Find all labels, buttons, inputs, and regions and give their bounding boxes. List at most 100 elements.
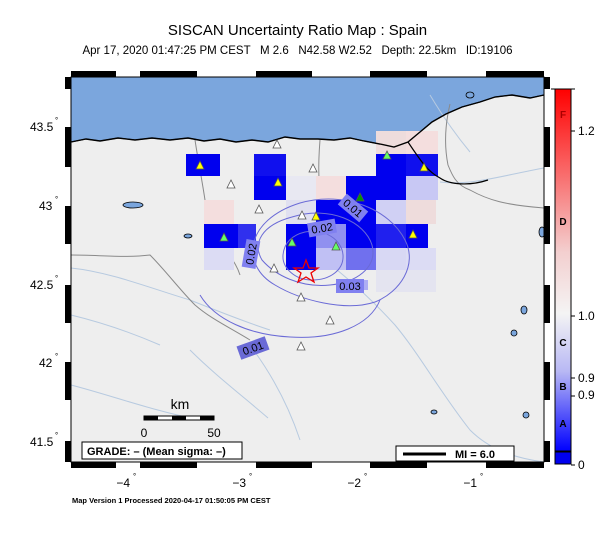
station-marker	[382, 150, 392, 160]
lon-label: −2	[347, 476, 361, 490]
scale-end: 50	[207, 426, 221, 440]
colorbar-letter: A	[559, 419, 566, 430]
mi-legend: MI = 6.0	[395, 445, 515, 462]
degree-mark: °	[364, 472, 367, 481]
station-marker	[311, 211, 321, 221]
colorbar-letter: C	[559, 338, 566, 349]
grid-cell	[406, 224, 428, 248]
lat-label: 42	[39, 356, 53, 370]
grid-cell	[254, 154, 286, 176]
degree-mark: °	[133, 472, 136, 481]
station-marker	[297, 210, 307, 220]
colorbar-letter: F	[560, 110, 566, 121]
lat-label: 41.5	[30, 435, 54, 449]
grade-text: GRADE: – (Mean sigma: –)	[87, 446, 226, 458]
colorbar-value: 0	[578, 458, 585, 472]
processing-footer: Map Version 1 Processed 2020-04-17 01:50…	[72, 496, 271, 505]
station-marker	[355, 192, 365, 202]
colorbar-letter: B	[559, 382, 566, 393]
event-subtitle: Apr 17, 2020 01:47:25 PM CEST M 2.6 N42.…	[0, 45, 595, 57]
degree-mark: °	[55, 352, 58, 361]
grid-cell	[316, 176, 346, 200]
contour-label: 0.02	[244, 243, 260, 266]
degree-mark: °	[249, 472, 252, 481]
station-marker	[219, 232, 229, 242]
event-datetime: Apr 17, 2020 01:47:25 PM CEST	[82, 45, 251, 57]
station-marker	[308, 163, 318, 173]
grid-cell	[406, 200, 436, 224]
station-marker	[287, 237, 297, 247]
event-magnitude: M 2.6	[259, 45, 289, 57]
grid-cell	[376, 131, 406, 154]
colorbar-gradient	[554, 88, 572, 452]
grid-cell	[376, 154, 406, 176]
station-marker	[296, 292, 306, 302]
lakes	[122, 91, 546, 419]
grid-cell	[406, 176, 438, 200]
degree-mark: °	[55, 195, 58, 204]
grid-cell	[204, 248, 234, 270]
lon-label: −4	[116, 476, 130, 490]
scale-bar: km 0 50	[141, 396, 221, 440]
contour-label: 0.03	[339, 281, 360, 293]
station-marker	[296, 341, 306, 351]
grid-cell	[406, 131, 438, 154]
degree-mark: °	[55, 431, 58, 440]
lat-label: 42.5	[30, 278, 54, 292]
contour-label: 0.02	[311, 221, 334, 237]
grid-cell	[204, 224, 238, 248]
colorbar: F D C B A 1.2 1.0 0.9 0.9 0	[551, 88, 595, 472]
map-title: SISCAN Uncertainty Ratio Map : Spain	[167, 22, 428, 39]
lon-label: −1	[463, 476, 477, 490]
grid-cell	[316, 248, 346, 270]
station-marker	[269, 263, 279, 273]
grid-cell	[406, 154, 438, 176]
grid-cell	[346, 248, 376, 270]
frame-ticks	[65, 71, 550, 468]
event-location: N42.58 W2.52	[298, 45, 372, 57]
grid-cell	[376, 176, 406, 200]
colorbar-letter: D	[559, 217, 566, 228]
grid-cell	[286, 248, 316, 270]
latitude-labels: 43.5 43 42.5 42 41.5 ° ° ° ° °	[30, 116, 58, 449]
degree-mark: °	[55, 274, 58, 283]
colorbar-min-swatch	[554, 451, 572, 465]
station-marker	[272, 139, 282, 149]
grid-cell	[254, 176, 286, 200]
grid-cell	[406, 248, 436, 270]
grid-cell	[204, 200, 234, 224]
lon-label: −3	[232, 476, 246, 490]
grid-cell	[286, 200, 316, 224]
degree-mark: °	[480, 472, 483, 481]
contour-labels: 0.01 0.02 0.03 0.02 0.01	[236, 193, 369, 360]
lat-label: 43	[39, 199, 53, 213]
degree-mark: °	[55, 116, 58, 125]
station-marker	[273, 177, 283, 187]
event-depth: Depth: 22.5km	[381, 45, 457, 57]
station-marker	[226, 179, 236, 189]
scale-unit: km	[171, 396, 190, 412]
grid-cell	[376, 200, 406, 224]
station-marker	[419, 162, 429, 172]
grid-cell	[376, 270, 406, 292]
colorbar-value: 0.9	[578, 388, 595, 402]
french-border	[407, 141, 489, 185]
mi-text: MI = 6.0	[455, 449, 495, 461]
station-marker	[331, 241, 341, 251]
colorbar-value: 0.9	[578, 371, 595, 385]
grid-cell	[286, 176, 316, 200]
grade-box: GRADE: – (Mean sigma: –)	[81, 441, 243, 460]
grid-cell	[376, 248, 406, 270]
event-id: ID:19106	[465, 45, 513, 57]
station-marker	[325, 315, 335, 325]
colorbar-value: 1.2	[578, 124, 595, 138]
lat-label: 43.5	[30, 120, 54, 134]
station-marker	[254, 204, 264, 214]
grid-cell	[186, 154, 220, 176]
longitude-labels: −4 −3 −2 −1 ° ° ° °	[116, 472, 483, 490]
grid-cell	[406, 270, 436, 292]
station-marker	[408, 229, 418, 239]
station-marker	[195, 160, 205, 170]
coastline	[70, 94, 545, 148]
